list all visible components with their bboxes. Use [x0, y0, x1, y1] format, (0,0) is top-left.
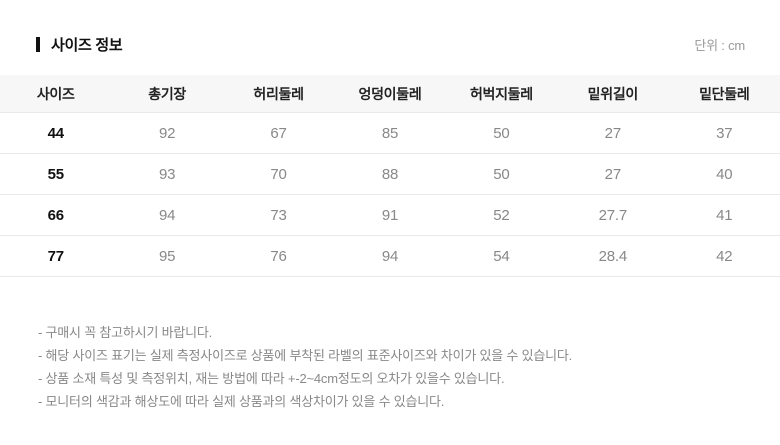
column-header-thigh: 허벅지둘레 — [445, 75, 558, 113]
table-cell: 73 — [222, 194, 335, 236]
table-cell: 28.4 — [557, 235, 669, 277]
size-cell: 44 — [0, 112, 112, 154]
table-cell: 67 — [222, 112, 335, 154]
page-title: 사이즈 정보 — [51, 36, 123, 54]
size-table-body: 44 92 67 85 50 27 37 55 93 70 88 50 27 4… — [0, 112, 780, 277]
heading-accent-bar-icon — [36, 36, 40, 52]
note-line: - 해당 사이즈 표기는 실제 측정사이즈로 상품에 부착된 라벨의 표준사이즈… — [38, 348, 573, 363]
column-header-rise: 밑위길이 — [557, 75, 669, 113]
table-cell: 27.7 — [557, 194, 669, 236]
table-cell: 88 — [334, 153, 446, 195]
size-table: 사이즈 총기장 허리둘레 엉덩이둘레 허벅지둘레 밑위길이 밑단둘레 44 92… — [0, 75, 780, 277]
table-cell: 94 — [334, 235, 446, 277]
table-cell: 54 — [445, 235, 558, 277]
column-header-waist: 허리둘레 — [222, 75, 335, 113]
unit-label: 단위 : cm — [694, 37, 745, 53]
table-row: 44 92 67 85 50 27 37 — [0, 112, 780, 154]
table-cell: 42 — [668, 235, 780, 277]
table-cell: 52 — [445, 194, 558, 236]
note-line: - 모니터의 색감과 해상도에 따라 실제 상품과의 색상차이가 있을 수 있습… — [38, 394, 445, 409]
notes-block: - 구매시 꼭 참고하시기 바랍니다. - 해당 사이즈 표기는 실제 측정사이… — [38, 321, 750, 413]
column-header-hip: 엉덩이둘레 — [334, 75, 446, 113]
table-cell: 94 — [111, 194, 223, 236]
table-cell: 70 — [222, 153, 335, 195]
table-cell: 27 — [557, 153, 669, 195]
section-header: 사이즈 정보 단위 : cm — [0, 0, 780, 55]
table-row: 66 94 73 91 52 27.7 41 — [0, 194, 780, 236]
table-cell: 76 — [222, 235, 335, 277]
note-line: - 상품 소재 특성 및 측정위치, 재는 방법에 따라 +-2~4cm정도의 … — [38, 371, 505, 386]
table-cell: 50 — [445, 112, 558, 154]
table-cell: 40 — [668, 153, 780, 195]
table-cell: 37 — [668, 112, 780, 154]
table-row: 55 93 70 88 50 27 40 — [0, 153, 780, 195]
size-cell: 66 — [0, 194, 112, 236]
table-cell: 95 — [111, 235, 223, 277]
size-cell: 55 — [0, 153, 112, 195]
table-row: 77 95 76 94 54 28.4 42 — [0, 235, 780, 277]
section-title-group: 사이즈 정보 — [36, 34, 123, 55]
table-cell: 50 — [445, 153, 558, 195]
size-table-header: 사이즈 총기장 허리둘레 엉덩이둘레 허벅지둘레 밑위길이 밑단둘레 — [0, 75, 780, 113]
table-cell: 85 — [334, 112, 446, 154]
size-cell: 77 — [0, 235, 112, 277]
note-line: - 구매시 꼭 참고하시기 바랍니다. — [38, 325, 213, 340]
table-cell: 92 — [111, 112, 223, 154]
column-header-hem: 밑단둘레 — [668, 75, 780, 113]
table-cell: 41 — [668, 194, 780, 236]
header-row: 사이즈 총기장 허리둘레 엉덩이둘레 허벅지둘레 밑위길이 밑단둘레 — [0, 75, 780, 113]
table-cell: 93 — [111, 153, 223, 195]
column-header-total-length: 총기장 — [111, 75, 223, 113]
column-header-size: 사이즈 — [0, 75, 112, 113]
table-cell: 27 — [557, 112, 669, 154]
table-cell: 91 — [334, 194, 446, 236]
